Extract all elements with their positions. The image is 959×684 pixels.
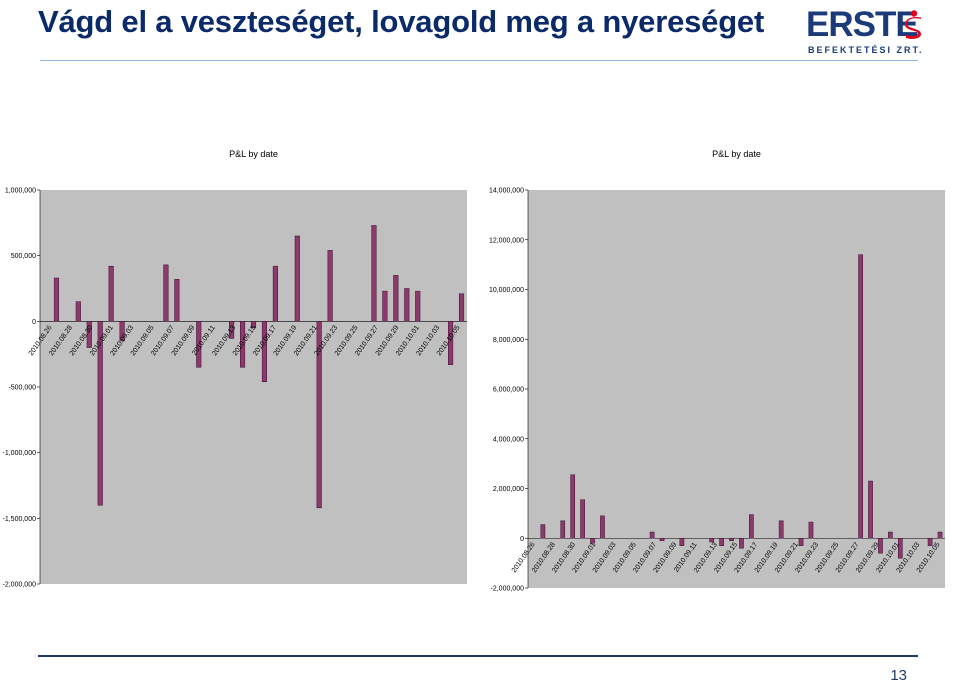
bar: [261, 321, 267, 382]
chart-title: P&L by date: [229, 149, 278, 159]
y-tick-label: -1,500,000: [3, 516, 37, 523]
page-number: 13: [890, 667, 907, 684]
y-tick-label: 4,000,000: [493, 436, 524, 443]
bar: [174, 279, 180, 322]
y-tick-label: -500,000: [8, 385, 36, 392]
bar: [888, 531, 893, 539]
bar: [808, 521, 814, 539]
bar: [404, 288, 410, 322]
bar: [75, 301, 81, 322]
plot-area: [40, 190, 467, 584]
pnl-chart-right: P&L by date 14,000,000 12,000,000 10,000,00…: [489, 149, 945, 593]
bar: [580, 499, 585, 539]
bar: [97, 321, 103, 506]
bar: [868, 480, 873, 539]
y-tick-label: 0: [32, 319, 36, 326]
bar: [382, 290, 388, 322]
bar: [393, 275, 399, 322]
bar: [119, 321, 125, 342]
bar: [240, 321, 246, 368]
bar: [316, 321, 322, 509]
logo-name: ERSTE: [806, 5, 919, 44]
chart-title: P&L by date: [712, 149, 761, 159]
y-tick-label: -2,000,000: [491, 586, 525, 593]
bar: [108, 265, 114, 322]
bar: [590, 538, 595, 544]
bar: [749, 514, 754, 539]
bar: [778, 520, 784, 539]
bar: [719, 538, 724, 546]
bar: [229, 321, 235, 339]
y-tick-label: 10,000,000: [489, 287, 524, 294]
y-tick-label: 12,000,000: [489, 237, 524, 244]
y-tick-label: 1,000,000: [5, 188, 36, 195]
bar: [709, 538, 715, 543]
bar: [878, 538, 883, 554]
bar: [86, 321, 92, 348]
y-tick-label: 0: [520, 536, 524, 543]
slide-title: Vágd el a veszteséget, lovagold meg a ny…: [38, 4, 765, 39]
y-tick-label: -1,000,000: [3, 450, 37, 457]
bar: [649, 531, 655, 539]
bar: [415, 290, 421, 322]
plot-area: [528, 190, 945, 588]
bar: [560, 520, 566, 539]
footer-divider: [38, 655, 918, 657]
bar: [927, 538, 933, 546]
bar: [540, 524, 546, 539]
bar: [53, 277, 59, 322]
y-tick-label: -2,000,000: [3, 582, 37, 589]
bar: [937, 531, 943, 539]
bar: [250, 321, 257, 329]
y-tick-label: 14,000,000: [489, 188, 524, 195]
pnl-chart-left: P&L by date 1,000,000 500,000 0 -500,000 -1,0…: [3, 149, 467, 589]
bar: [196, 321, 202, 368]
bar: [897, 538, 903, 559]
bar: [600, 515, 605, 539]
bar: [294, 235, 300, 322]
bar: [448, 321, 454, 365]
header-divider: [40, 60, 918, 61]
bar: [679, 538, 685, 546]
y-tick-label: 500,000: [11, 253, 36, 260]
bar: [371, 225, 377, 322]
y-tick-label: 6,000,000: [493, 387, 524, 394]
y-tick-label: 8,000,000: [493, 337, 524, 344]
bar: [798, 538, 804, 546]
logo-subtitle: BEFEKTETÉSI ZRT.: [808, 45, 924, 55]
bar: [739, 538, 744, 549]
bar: [858, 254, 863, 539]
y-tick-label: 2,000,000: [493, 486, 524, 493]
bar: [458, 293, 465, 322]
bar: [327, 250, 333, 322]
bar: [570, 474, 576, 539]
erste-s-mark-icon: [905, 10, 921, 39]
erste-logo: ERSTE BEFEKTETÉSI ZRT.: [806, 6, 926, 56]
bar: [659, 538, 665, 541]
bar: [729, 538, 734, 541]
bar: [272, 265, 278, 322]
bar: [163, 264, 169, 322]
